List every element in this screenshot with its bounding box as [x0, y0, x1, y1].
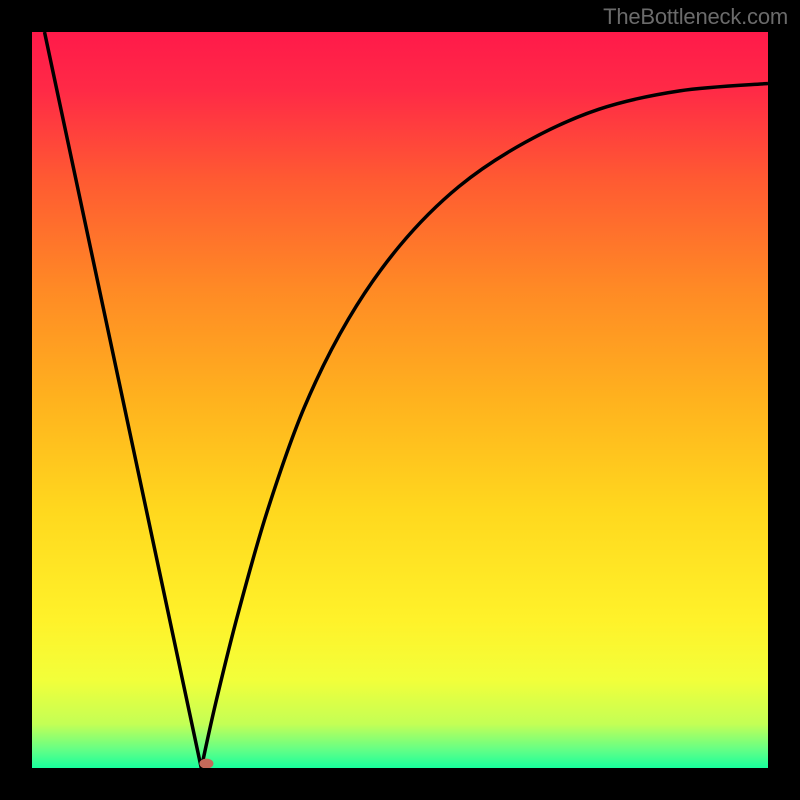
watermark-text: TheBottleneck.com	[603, 4, 788, 30]
chart-container: TheBottleneck.com	[0, 0, 800, 800]
plot-area	[32, 32, 768, 768]
curve-layer	[32, 32, 768, 768]
bottleneck-curve	[45, 32, 768, 768]
